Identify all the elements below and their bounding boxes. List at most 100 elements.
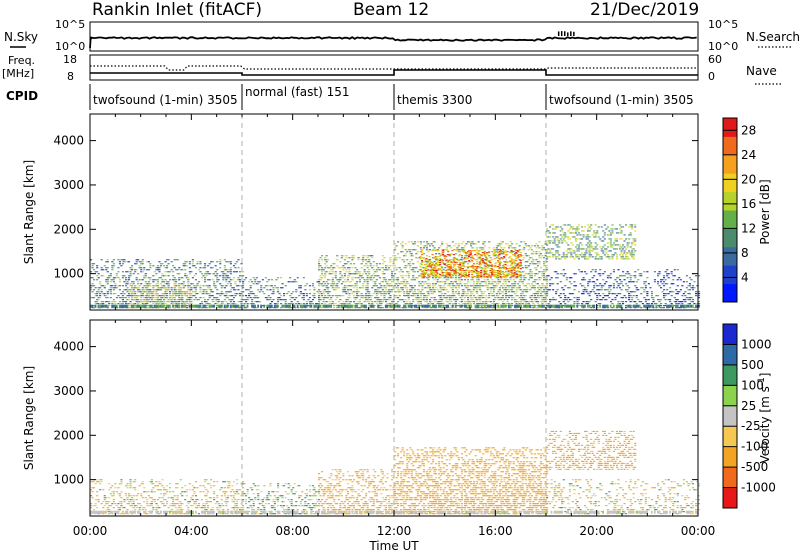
echo-cell bbox=[525, 299, 527, 300]
echo-cell bbox=[541, 283, 543, 284]
echo-cell bbox=[516, 277, 518, 278]
echo-cell bbox=[535, 279, 537, 280]
echo-cell bbox=[488, 252, 490, 253]
echo-cell bbox=[518, 276, 520, 277]
echo-cell bbox=[478, 241, 480, 242]
echo-cell bbox=[549, 256, 551, 257]
echo-cell bbox=[599, 246, 601, 247]
echo-cell bbox=[573, 289, 575, 290]
echo-cell bbox=[310, 301, 312, 302]
echo-cell bbox=[605, 252, 607, 253]
echo-cell bbox=[586, 273, 588, 274]
echo-cell bbox=[500, 279, 502, 280]
echo-cell bbox=[601, 248, 603, 249]
echo-cell bbox=[472, 299, 474, 300]
echo-cell bbox=[382, 301, 384, 302]
echo-cell bbox=[634, 230, 636, 231]
echo-cell bbox=[172, 271, 174, 272]
echo-cell bbox=[579, 254, 581, 255]
echo-cell bbox=[224, 299, 226, 300]
echo-cell bbox=[169, 293, 171, 294]
echo-cell bbox=[402, 283, 404, 284]
echo-cell bbox=[139, 295, 141, 296]
echo-cell bbox=[424, 274, 426, 275]
echo-cell bbox=[93, 263, 95, 264]
echo-cell bbox=[180, 289, 182, 290]
echo-cell bbox=[488, 264, 490, 265]
echo-cell bbox=[461, 255, 463, 256]
echo-cell bbox=[628, 238, 630, 239]
echo-cell bbox=[498, 264, 500, 265]
echo-cell bbox=[125, 297, 127, 298]
echo-cell bbox=[465, 261, 467, 262]
echo-cell bbox=[662, 291, 664, 292]
echo-cell bbox=[130, 271, 132, 272]
echo-cell bbox=[201, 303, 203, 304]
echo-cell bbox=[335, 277, 337, 278]
echo-cell bbox=[514, 270, 516, 271]
echo-cell bbox=[402, 277, 404, 278]
echo-cell bbox=[351, 267, 353, 268]
echo-cell bbox=[250, 279, 252, 280]
echo-cell bbox=[409, 301, 411, 302]
echo-cell bbox=[174, 303, 176, 304]
echo-cell bbox=[497, 295, 499, 296]
echo-cell bbox=[137, 289, 139, 290]
echo-cell bbox=[140, 297, 142, 298]
echo-cell bbox=[152, 295, 154, 296]
freq-line bbox=[90, 70, 698, 75]
echo-cell bbox=[589, 230, 591, 231]
echo-cell bbox=[371, 279, 373, 280]
echo-cell bbox=[546, 283, 548, 284]
echo-cell bbox=[570, 254, 572, 255]
echo-cell bbox=[573, 301, 575, 302]
echo-cell bbox=[356, 285, 358, 286]
echo-cell bbox=[462, 289, 464, 290]
echo-cell bbox=[534, 285, 536, 286]
echo-cell bbox=[362, 261, 364, 262]
echo-cell bbox=[382, 289, 384, 290]
echo-cell bbox=[187, 287, 189, 288]
echo-cell bbox=[183, 285, 185, 286]
echo-cell bbox=[499, 289, 501, 290]
echo-cell bbox=[110, 281, 112, 282]
echo-cell bbox=[607, 246, 609, 247]
echo-cell bbox=[507, 265, 509, 266]
echo-cell bbox=[409, 263, 411, 264]
echo-cell bbox=[624, 279, 626, 280]
echo-cell bbox=[561, 242, 563, 243]
echo-cell bbox=[643, 297, 645, 298]
echo-cell bbox=[110, 297, 112, 298]
echo-cell bbox=[450, 254, 452, 255]
echo-cell bbox=[128, 293, 130, 294]
echo-cell bbox=[523, 257, 525, 258]
echo-cell bbox=[236, 261, 238, 262]
echo-cell bbox=[397, 301, 399, 302]
echo-cell bbox=[560, 258, 562, 259]
echo-cell bbox=[545, 241, 547, 242]
echo-cell bbox=[203, 293, 205, 294]
echo-cell bbox=[488, 241, 490, 242]
echo-cell bbox=[482, 258, 484, 259]
echo-cell bbox=[114, 285, 116, 286]
echo-cell bbox=[241, 303, 243, 304]
echo-cell bbox=[330, 297, 332, 298]
echo-cell bbox=[174, 299, 176, 300]
echo-cell bbox=[207, 271, 209, 272]
echo-cell bbox=[427, 291, 429, 292]
echo-cell bbox=[505, 250, 507, 251]
echo-cell bbox=[460, 266, 462, 267]
echo-cell bbox=[367, 289, 369, 290]
echo-cell bbox=[193, 275, 195, 276]
echo-cell bbox=[108, 303, 110, 304]
echo-cell bbox=[578, 228, 580, 229]
echo-cell bbox=[136, 297, 138, 298]
echo-cell bbox=[373, 293, 375, 294]
echo-cell bbox=[388, 293, 390, 294]
echo-cell bbox=[505, 264, 507, 265]
echo-cell bbox=[554, 238, 556, 239]
echo-cell bbox=[627, 285, 629, 286]
echo-cell bbox=[476, 255, 478, 256]
echo-cell bbox=[326, 255, 328, 256]
echo-cell bbox=[218, 299, 220, 300]
